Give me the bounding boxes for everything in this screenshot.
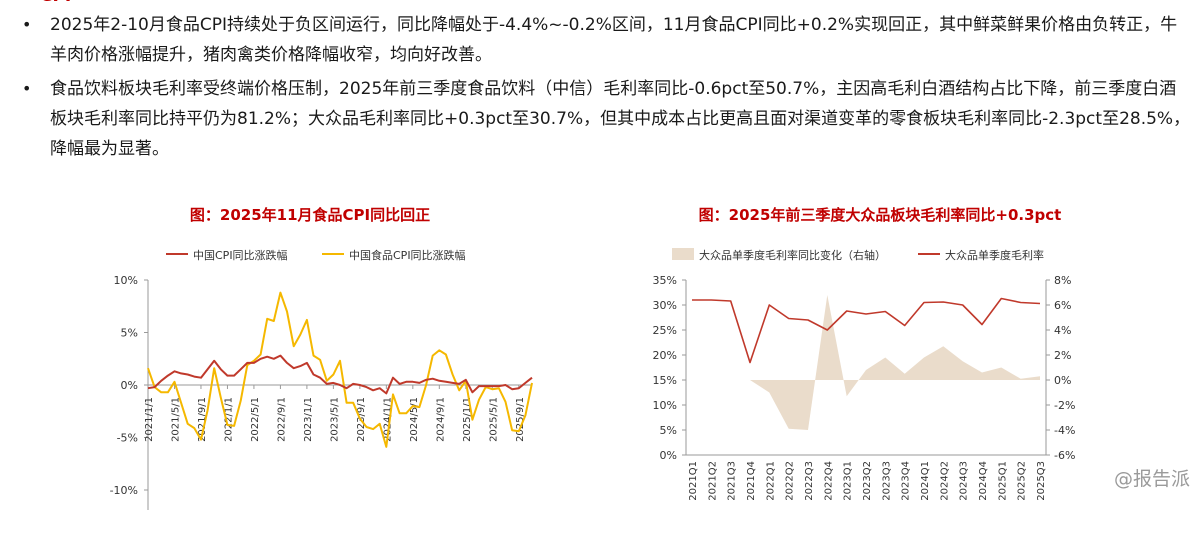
x-tick-label: 2022Q2 (785, 461, 796, 501)
x-tick-label: 2024/1/1 (382, 397, 393, 442)
x-tick-label: 2023Q2 (862, 461, 873, 501)
y-tick-label: 30% (653, 299, 677, 312)
y-right-tick-label: -2% (1054, 399, 1075, 412)
y-tick-label: -10% (110, 484, 138, 497)
x-tick-label: 2021Q1 (688, 461, 699, 501)
x-tick-label: 2024Q3 (959, 461, 970, 501)
series-line-food-cpi (147, 291, 533, 448)
bullet-list: • 2025年2-10月食品CPI持续处于负区间运行，同比降幅处于-4.4%~-… (22, 10, 1192, 164)
series-line-cpi (147, 354, 533, 395)
bullet-item: • 食品饮料板块毛利率受终端价格压制，2025年前三季度食品饮料（中信）毛利率同… (22, 74, 1192, 164)
x-tick-label: 2024/5/1 (409, 397, 420, 442)
x-tick-label: 2022Q1 (765, 461, 776, 501)
series-line-gross-margin (692, 297, 1041, 364)
x-tick-label: 2024Q1 (920, 461, 931, 501)
bullet-dot-icon: • (22, 15, 32, 34)
x-tick-label: 2024Q4 (978, 461, 989, 501)
y-right-tick-label: 8% (1054, 274, 1071, 287)
x-tick-label: 2023Q1 (843, 461, 854, 501)
x-tick-label: 2025Q1 (997, 461, 1008, 501)
legend-label: 中国食品CPI同比涨跌幅 (349, 248, 466, 262)
y-tick-label: 5% (660, 424, 677, 437)
bullet-text: 食品饮料板块毛利率受终端价格压制，2025年前三季度食品饮料（中信）毛利率同比-… (50, 79, 1191, 159)
x-tick-label: 2025/5/1 (488, 397, 499, 442)
x-tick-label: 2025Q3 (1036, 461, 1047, 501)
x-tick-label: 2025/1/1 (462, 397, 473, 442)
x-tick-label: 2021Q4 (746, 461, 757, 501)
legend-label: 中国CPI同比涨跌幅 (193, 248, 288, 262)
x-tick-label: 2023/5/1 (329, 397, 340, 442)
legend-label: 大众品单季度毛利率 (945, 248, 1044, 262)
clipped-heading: CPI (0, 0, 520, 6)
bullet-dot-icon: • (22, 79, 32, 98)
x-tick-label: 2022/1/1 (223, 397, 234, 442)
y-right-tick-label: 0% (1054, 374, 1071, 387)
x-tick-label: 2022Q4 (823, 461, 834, 501)
x-tick-label: 2022Q3 (804, 461, 815, 501)
y-tick-label: 35% (653, 274, 677, 287)
legend-label: 大众品单季度毛利率同比变化（右轴） (699, 248, 886, 262)
y-tick-label: 0% (121, 379, 138, 392)
y-right-tick-label: 4% (1054, 324, 1071, 337)
y-tick-label: 15% (653, 374, 677, 387)
watermark: @报告派 (1113, 468, 1190, 490)
chart-2: 大众品单季度毛利率同比变化（右轴） 大众品单季度毛利率 35% 30% 25% 20% 15… (653, 248, 1075, 501)
y-tick-label: 25% (653, 324, 677, 337)
x-tick-label: 2021Q3 (727, 461, 738, 501)
y-tick-label: 5% (121, 327, 138, 340)
y-tick-label: 0% (660, 449, 677, 462)
chart-1-title: 图：2025年11月食品CPI同比回正 (189, 206, 431, 224)
y-right-tick-label: -6% (1054, 449, 1075, 462)
y-tick-label: -5% (117, 432, 138, 445)
bullet-item: • 2025年2-10月食品CPI持续处于负区间运行，同比降幅处于-4.4%~-… (22, 10, 1192, 70)
y-tick-label: 20% (653, 349, 677, 362)
y-tick-label: 10% (114, 274, 138, 287)
x-tick-label: 2023/1/1 (303, 397, 314, 442)
chart-1: 中国CPI同比涨跌幅 中国食品CPI同比涨跌幅 10% 5% 0% -5% -10% 2021… (110, 248, 533, 510)
x-tick-label: 2023Q4 (901, 461, 912, 501)
x-tick-label: 2024Q2 (939, 461, 950, 501)
x-tick-label: 2022/5/1 (250, 397, 261, 442)
y-right-tick-label: -4% (1054, 424, 1075, 437)
x-tick-label: 2021/1/1 (144, 397, 155, 442)
series-area-yoy-change (692, 295, 1040, 430)
legend-swatch (672, 248, 694, 260)
x-tick-label: 2024/9/1 (435, 397, 446, 442)
x-tick-label: 2025Q2 (1017, 461, 1028, 501)
bullet-text: 2025年2-10月食品CPI持续处于负区间运行，同比降幅处于-4.4%~-0.… (50, 15, 1178, 65)
x-tick-label: 2021Q2 (707, 461, 718, 501)
x-tick-label: 2025/9/1 (515, 397, 526, 442)
y-right-tick-label: 2% (1054, 349, 1071, 362)
y-tick-label: 10% (653, 399, 677, 412)
x-tick-label: 2023Q3 (881, 461, 892, 501)
chart-2-title: 图：2025年前三季度大众品板块毛利率同比+0.3pct (698, 206, 1062, 224)
x-tick-label: 2022/9/1 (276, 397, 287, 442)
x-tick-label: 2021/5/1 (170, 397, 181, 442)
x-tick-label: 2021/9/1 (197, 397, 208, 442)
y-right-tick-label: 6% (1054, 299, 1071, 312)
